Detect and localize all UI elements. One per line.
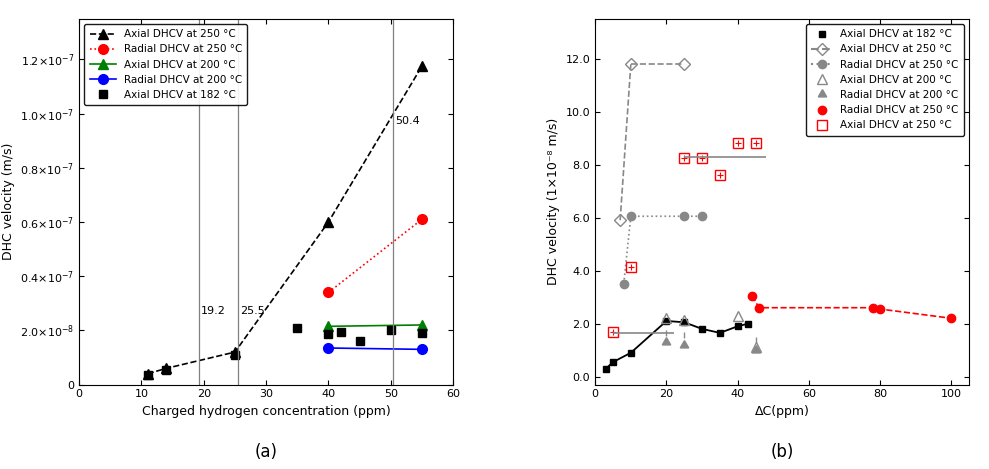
Legend: Axial DHCV at 250 °C, Radial DHCV at 250 °C, Axial DHCV at 200 °C, Radial DHCV a: Axial DHCV at 250 °C, Radial DHCV at 250… bbox=[84, 24, 247, 105]
Axial DHCV at 250 °C bbox=[229, 349, 241, 355]
Axial DHCV at 182 °C bbox=[732, 324, 744, 329]
Axial DHCV at 182 °C bbox=[661, 318, 673, 324]
X-axis label: Charged hydrogen concentration (ppm): Charged hydrogen concentration (ppm) bbox=[141, 405, 391, 418]
Radial DHCV at 250 °C bbox=[678, 213, 690, 219]
Radial DHCV at 250 °C bbox=[625, 213, 637, 219]
Legend: Axial DHCV at 182 °C, Axial DHCV at 250 °C, Radial DHCV at 250 °C, Axial DHCV at: Axial DHCV at 182 °C, Axial DHCV at 250 … bbox=[806, 24, 964, 136]
Line: Radial DHCV at 250 °C: Radial DHCV at 250 °C bbox=[619, 212, 706, 288]
Axial DHCV at 182 °C bbox=[229, 352, 241, 357]
Axial DHCV at 182 °C bbox=[696, 326, 708, 332]
X-axis label: ΔC(ppm): ΔC(ppm) bbox=[755, 405, 810, 418]
Axial DHCV at 200 °C bbox=[416, 322, 428, 328]
Axial DHCV at 200 °C bbox=[750, 345, 762, 350]
Axial DHCV at 182 °C bbox=[600, 366, 612, 371]
Axial DHCV at 182 °C bbox=[292, 325, 304, 331]
Axial DHCV at 200 °C bbox=[322, 324, 334, 329]
Line: Radial DHCV at 250 °C: Radial DHCV at 250 °C bbox=[748, 292, 955, 323]
Radial DHCV at 250 °C bbox=[746, 293, 758, 299]
Radial DHCV at 250 °C bbox=[754, 305, 765, 310]
Radial DHCV at 250 °C bbox=[416, 217, 428, 222]
Axial DHCV at 250 °C bbox=[322, 219, 334, 225]
Radial DHCV at 200 °C bbox=[416, 347, 428, 352]
Radial DHCV at 250 °C bbox=[867, 305, 879, 310]
Y-axis label: DHC velocity (1×10⁻⁸ m/s): DHC velocity (1×10⁻⁸ m/s) bbox=[547, 118, 560, 285]
Radial DHCV at 250 °C bbox=[322, 290, 334, 295]
Title: (b): (b) bbox=[770, 443, 794, 461]
Axial DHCV at 182 °C bbox=[322, 332, 334, 337]
Radial DHCV at 250 °C bbox=[696, 213, 708, 219]
Line: Axial DHCV at 250 °C: Axial DHCV at 250 °C bbox=[142, 61, 427, 378]
Text: 50.4: 50.4 bbox=[396, 116, 420, 127]
Line: Radial DHCV at 250 °C: Radial DHCV at 250 °C bbox=[323, 214, 427, 297]
Axial DHCV at 200 °C bbox=[678, 317, 690, 323]
Axial DHCV at 182 °C bbox=[678, 319, 690, 325]
Axial DHCV at 182 °C bbox=[160, 367, 172, 372]
Axial DHCV at 182 °C bbox=[335, 329, 347, 334]
Text: 19.2: 19.2 bbox=[201, 306, 225, 316]
Axial DHCV at 200 °C bbox=[732, 313, 744, 318]
Axial DHCV at 182 °C bbox=[625, 350, 637, 356]
Axial DHCV at 182 °C bbox=[607, 359, 619, 365]
Axial DHCV at 182 °C bbox=[743, 321, 755, 326]
Axial DHCV at 182 °C bbox=[385, 327, 397, 333]
Line: Radial DHCV at 200 °C: Radial DHCV at 200 °C bbox=[323, 343, 427, 354]
Title: (a): (a) bbox=[254, 443, 278, 461]
Line: Axial DHCV at 200 °C: Axial DHCV at 200 °C bbox=[323, 320, 427, 331]
Y-axis label: DHC velocity (m/s): DHC velocity (m/s) bbox=[2, 143, 15, 260]
Axial DHCV at 250 °C bbox=[416, 63, 428, 69]
Axial DHCV at 182 °C bbox=[416, 330, 428, 336]
Axial DHCV at 250 °C bbox=[141, 371, 153, 377]
Text: 25.5: 25.5 bbox=[240, 306, 265, 316]
Axial DHCV at 182 °C bbox=[141, 372, 153, 378]
Line: Axial DHCV at 200 °C: Axial DHCV at 200 °C bbox=[662, 311, 761, 352]
Axial DHCV at 250 °C bbox=[160, 365, 172, 371]
Line: Axial DHCV at 182 °C: Axial DHCV at 182 °C bbox=[602, 318, 752, 372]
Radial DHCV at 250 °C bbox=[945, 316, 957, 321]
Radial DHCV at 250 °C bbox=[618, 281, 630, 287]
Line: Axial DHCV at 182 °C: Axial DHCV at 182 °C bbox=[143, 324, 426, 379]
Axial DHCV at 182 °C bbox=[714, 330, 726, 336]
Radial DHCV at 200 °C bbox=[322, 345, 334, 351]
Axial DHCV at 182 °C bbox=[354, 339, 366, 344]
Radial DHCV at 250 °C bbox=[874, 306, 886, 312]
Axial DHCV at 200 °C bbox=[661, 316, 673, 321]
